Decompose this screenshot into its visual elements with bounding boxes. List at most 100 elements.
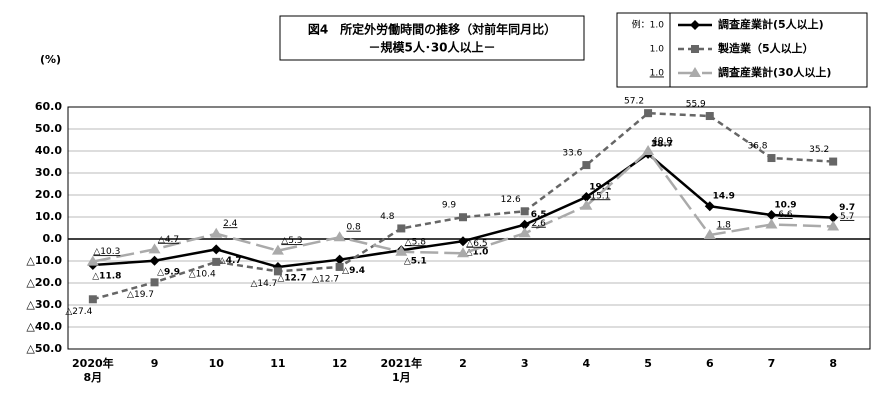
- y-tick-label: △50.0: [26, 342, 62, 355]
- legend-label: 製造業（5人以上）: [717, 41, 814, 55]
- marker: [642, 145, 655, 155]
- data-label: △10.3: [93, 247, 120, 257]
- x-tick-label: 4: [583, 357, 591, 370]
- y-tick-label: 10.0: [35, 210, 62, 223]
- data-label: △4.7: [158, 235, 179, 245]
- data-label: △19.7: [127, 290, 154, 300]
- y-tick-label: 30.0: [35, 166, 62, 179]
- marker: [767, 154, 776, 163]
- x-tick-label: 2021年 1月: [380, 356, 422, 384]
- marker: [334, 254, 345, 265]
- title-box: [279, 15, 585, 61]
- legend-box: [616, 12, 868, 88]
- marker: [457, 247, 469, 258]
- x-tick-label: 8: [829, 357, 837, 370]
- marker: [212, 257, 221, 266]
- y-tick-label: 20.0: [35, 188, 62, 201]
- marker: [705, 112, 714, 121]
- legend-sample: 1.0: [650, 45, 665, 55]
- data-label: 10.9: [774, 201, 796, 211]
- x-tick-label: 3: [521, 357, 529, 370]
- data-label: 38.7: [651, 139, 673, 149]
- marker: [829, 157, 838, 166]
- x-tick-label: 11: [270, 357, 285, 370]
- marker: [518, 227, 531, 238]
- data-label: 9.9: [442, 201, 457, 211]
- marker: [704, 201, 715, 212]
- data-label: 2.4: [223, 219, 238, 229]
- data-label: 14.9: [713, 192, 735, 202]
- chart-subtitle: －規模5人･30人以上－: [368, 40, 495, 55]
- data-label: 55.9: [686, 100, 706, 110]
- x-tick-label: 2: [459, 357, 467, 370]
- marker: [333, 231, 346, 242]
- data-label: 57.2: [624, 97, 644, 107]
- chart-title: 図4 所定外労働時間の推移（対前年同月比）: [308, 22, 556, 37]
- data-label: △12.7: [312, 274, 339, 284]
- x-tick-label: 5: [644, 357, 652, 370]
- marker: [690, 20, 700, 30]
- x-tick-label: 7: [768, 357, 776, 370]
- marker: [148, 243, 161, 254]
- x-tick-label: 10: [209, 357, 225, 370]
- legend-sample: 例：1.0: [632, 19, 665, 31]
- y-tick-label: 0.0: [43, 232, 63, 245]
- data-label: △6.5: [466, 239, 487, 249]
- plot-border: [67, 106, 871, 350]
- data-label: △14.7: [250, 279, 277, 289]
- marker: [581, 191, 592, 202]
- marker: [459, 213, 467, 222]
- marker: [703, 229, 716, 240]
- marker: [828, 212, 839, 223]
- y-tick-label: △30.0: [26, 298, 62, 311]
- data-label: 6.5: [531, 210, 547, 220]
- data-label: 9.7: [839, 203, 855, 213]
- marker: [458, 236, 468, 247]
- x-tick-label: 6: [706, 357, 714, 370]
- marker: [644, 109, 653, 118]
- marker: [271, 244, 284, 255]
- data-label: 12.6: [501, 195, 521, 205]
- marker: [210, 227, 223, 238]
- data-label: △5.8: [405, 237, 427, 247]
- marker: [273, 267, 282, 276]
- marker: [395, 245, 408, 256]
- legend-sample: 1.0: [650, 69, 665, 79]
- data-label: 19.1: [589, 182, 611, 192]
- y-tick-label: 40.0: [35, 144, 62, 157]
- data-label: △12.7: [277, 273, 306, 283]
- marker: [691, 45, 699, 53]
- data-label: 35.2: [809, 145, 829, 155]
- data-label: △9.4: [342, 266, 365, 276]
- data-label: △9.9: [157, 267, 180, 277]
- marker: [149, 255, 160, 266]
- marker: [689, 67, 701, 77]
- x-tick-label: 9: [151, 357, 159, 370]
- y-unit: (%): [40, 53, 61, 66]
- marker: [86, 255, 99, 266]
- y-tick-label: △10.0: [26, 254, 62, 267]
- y-tick-label: 60.0: [35, 100, 62, 113]
- data-label: △27.4: [65, 307, 92, 317]
- data-label: 40.0: [652, 137, 672, 147]
- data-label: 36.8: [747, 142, 767, 152]
- data-label: △5.3: [281, 236, 302, 246]
- data-label: 0.8: [346, 223, 361, 233]
- y-tick-label: △20.0: [26, 276, 62, 289]
- marker: [765, 218, 778, 229]
- marker: [827, 220, 840, 231]
- marker: [211, 244, 222, 255]
- marker: [335, 262, 344, 271]
- data-label: 6.6: [778, 210, 793, 220]
- data-label: 5.7: [840, 212, 854, 222]
- data-label: 33.6: [562, 149, 582, 159]
- marker: [520, 207, 529, 216]
- x-tick-label: 12: [332, 357, 347, 370]
- marker: [150, 278, 159, 287]
- y-tick-label: △40.0: [26, 320, 62, 333]
- marker: [88, 295, 97, 304]
- marker: [766, 210, 777, 221]
- data-label: 1.8: [717, 221, 732, 231]
- data-label: △10.4: [189, 269, 216, 279]
- x-tick-label: 2020年 8月: [72, 356, 114, 384]
